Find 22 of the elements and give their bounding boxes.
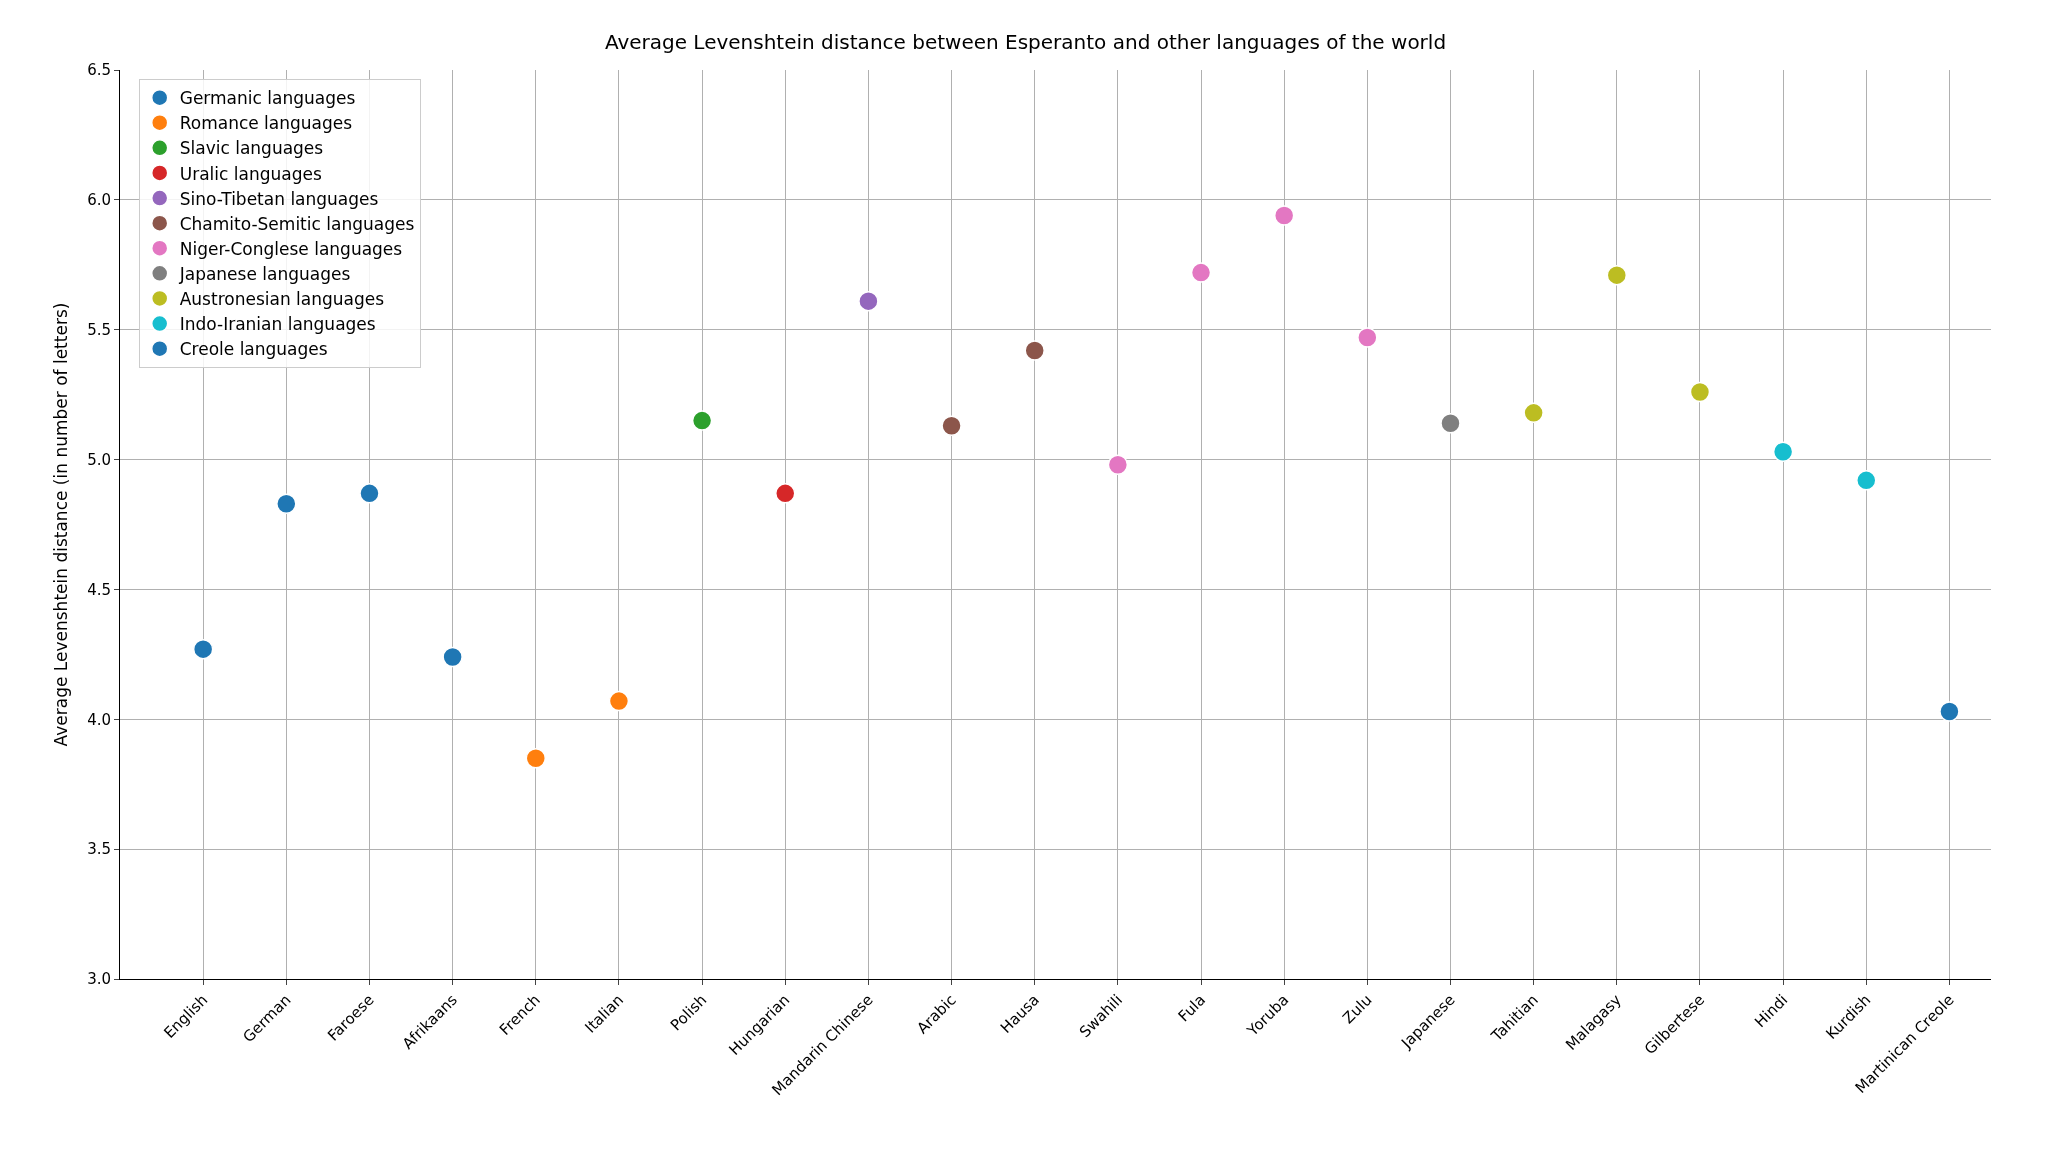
legend-label: Romance languages — [179, 113, 353, 134]
legend-label: Sino-Tibetan languages — [179, 188, 379, 209]
legend-label: Creole languages — [179, 339, 328, 360]
y-tick-label: 4.5 — [87, 580, 111, 599]
legend-label: Chamito-Semitic languages — [179, 213, 415, 234]
y-tick-label: 5.5 — [87, 320, 111, 339]
y-tick-label: 4.0 — [87, 710, 111, 729]
legend-label: Uralic languages — [179, 163, 322, 184]
y-tick-label: 6.0 — [87, 191, 111, 210]
legend-label: Germanic languages — [179, 88, 356, 109]
legend-label: Niger-Conglese languages — [179, 238, 403, 259]
x-tick-label: Fula — [1174, 990, 1210, 1026]
y-tick-label: 5.0 — [87, 450, 111, 469]
chart-title: Average Levenshtein distance between Esperanto and other languages of the world — [604, 30, 1447, 55]
y-tick-label: 3.0 — [87, 970, 111, 989]
legend-label: Indo-Iranian languages — [179, 314, 376, 335]
y-axis-title: Average Levenshtein distance (in number of letters) — [50, 302, 71, 747]
legend-label: Slavic languages — [179, 138, 324, 159]
legend-label: Austronesian languages — [179, 289, 385, 310]
y-tick-label: 6.5 — [87, 61, 111, 80]
y-tick-label: 3.5 — [87, 840, 111, 859]
legend-label: Japanese languages — [178, 263, 351, 284]
